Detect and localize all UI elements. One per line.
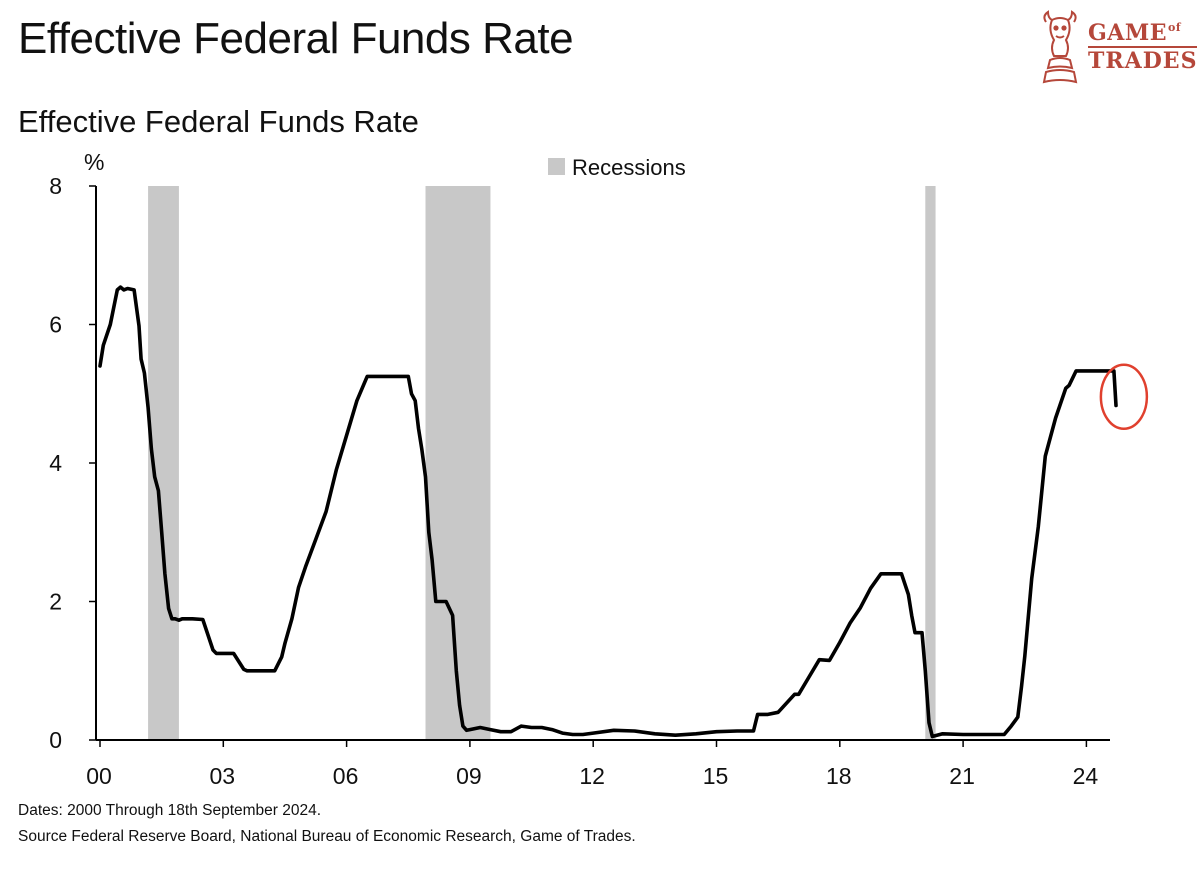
x-tick-label: 03 [210,763,236,789]
logo-word-game: GAME [1088,20,1167,46]
y-tick-label: 0 [49,727,62,753]
legend-label-recessions: Recessions [572,155,686,180]
recession-band-2 [425,186,491,740]
x-tick-label: 18 [826,763,852,789]
series-line-1 [98,285,1118,739]
chart-title: Effective Federal Funds Rate [18,104,419,139]
x-tick-label: 06 [333,763,359,789]
x-tick-label: 15 [703,763,729,789]
y-tick-label: 2 [49,589,62,615]
game-of-trades-logo: GAMEof TRADES [1036,8,1198,88]
legend-swatch-recessions [548,158,565,175]
x-tick-label: 12 [579,763,605,789]
recession-band-3 [925,186,936,740]
x-tick-label: 09 [456,763,482,789]
y-axis-unit-label: % [84,149,104,175]
logo-word-trades: TRADES [1088,46,1198,74]
highlight-circle [1099,363,1149,430]
page-title: Effective Federal Funds Rate [18,14,574,63]
source-note: Source Federal Reserve Board, National B… [18,828,636,845]
logo-wordmark: GAMEof TRADES [1088,20,1198,74]
y-tick-label: 6 [49,312,62,338]
dates-note: Dates: 2000 Through 18th September 2024. [18,802,322,819]
y-tick-label: 8 [49,173,62,199]
bull-knight-icon [1042,10,1078,84]
x-tick-label: 21 [949,763,975,789]
x-tick-label: 24 [1073,763,1099,789]
x-tick-label: 00 [86,763,112,789]
logo-word-of: of [1167,21,1182,34]
y-tick-label: 4 [49,450,62,476]
